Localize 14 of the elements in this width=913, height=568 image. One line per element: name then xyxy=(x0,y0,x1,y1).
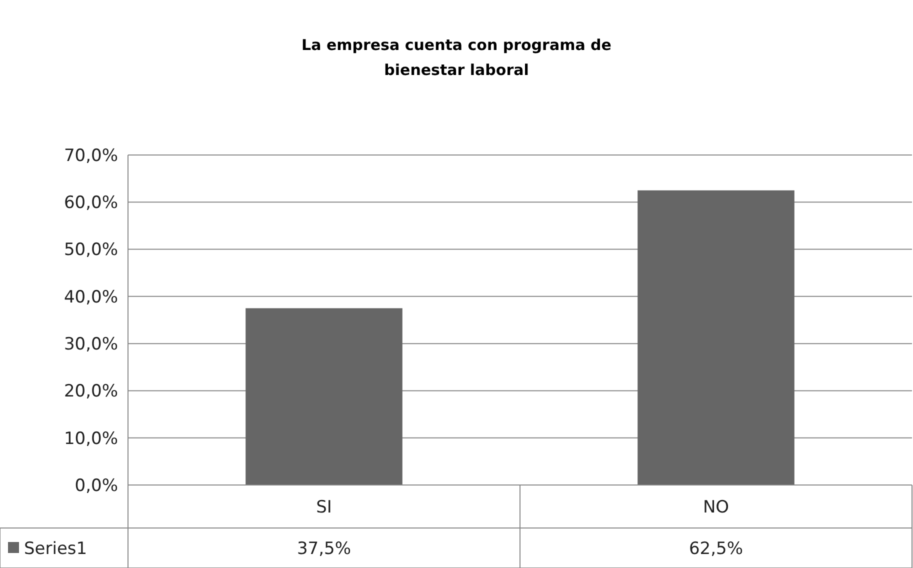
x-tick-label: SI xyxy=(316,497,332,518)
data-label: 62,5% xyxy=(688,538,744,559)
y-tick-label: 20,0% xyxy=(64,382,118,402)
x-tick-label: NO xyxy=(702,497,730,518)
y-tick-label: 0,0% xyxy=(74,476,118,496)
data-label: 37,5% xyxy=(296,538,352,559)
chart-title: La empresa cuenta con programa de bienestar laboral xyxy=(302,36,612,79)
y-tick-label: 60,0% xyxy=(64,193,118,214)
legend-label: Series1 xyxy=(24,538,88,559)
y-tick-label: 30,0% xyxy=(64,334,118,355)
y-tick-label: 40,0% xyxy=(64,287,118,308)
y-tick-label: 70,0% xyxy=(64,146,118,166)
y-tick-label: 10,0% xyxy=(64,428,118,449)
y-tick-label: 50,0% xyxy=(64,240,118,260)
